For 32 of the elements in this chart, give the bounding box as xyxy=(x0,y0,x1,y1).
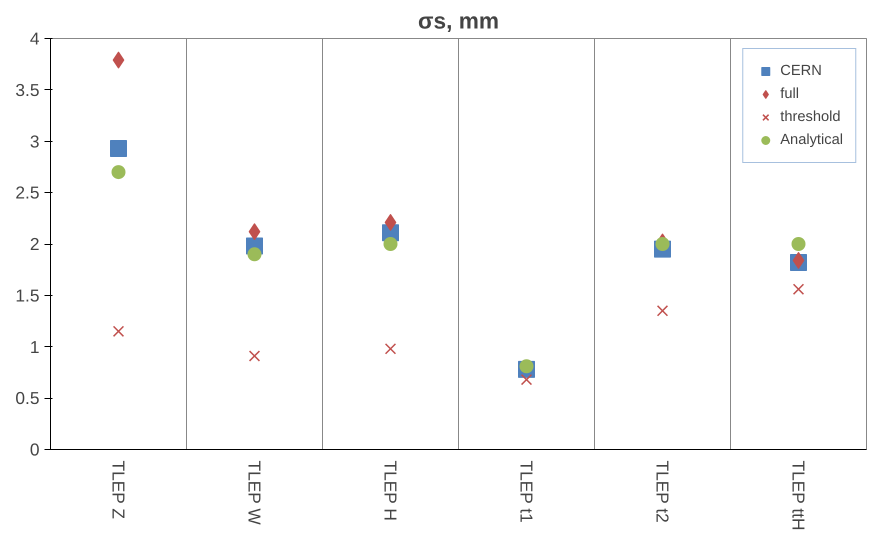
chart-title: σs, mm xyxy=(418,8,499,34)
point xyxy=(248,350,260,362)
point xyxy=(520,374,532,386)
y-tick-label: 1 xyxy=(30,336,40,357)
point xyxy=(110,140,127,157)
x-tick-label: TLEP Z xyxy=(108,460,128,520)
x-tick-label: TLEP t1 xyxy=(516,460,536,523)
y-tick-label: 3 xyxy=(30,131,40,152)
legend-label: Analytical xyxy=(780,132,843,148)
point xyxy=(656,305,668,316)
y-tick-label: 0.5 xyxy=(15,388,40,408)
point xyxy=(112,326,124,338)
y-tick-label: 2.5 xyxy=(15,182,40,203)
y-tick-label: 3.5 xyxy=(15,80,40,100)
point xyxy=(112,165,126,180)
x-tick-label: TLEP t2 xyxy=(652,460,672,523)
x-tick-label: TLEP W xyxy=(244,460,264,526)
x-tick-label: TLEP H xyxy=(380,460,400,521)
x-tick-label: TLEP ttH xyxy=(788,460,808,530)
y-tick-label: 0 xyxy=(30,440,40,460)
point xyxy=(248,247,262,262)
y-tick-label: 4 xyxy=(30,28,40,48)
point xyxy=(792,284,804,295)
point xyxy=(792,237,806,251)
legend-label: CERN xyxy=(780,63,822,79)
y-tick-label: 1.5 xyxy=(15,285,40,306)
point xyxy=(384,343,396,355)
legend-label: threshold xyxy=(780,109,841,125)
legend-label: full xyxy=(780,86,800,102)
point xyxy=(384,237,398,251)
y-tick-label: 2 xyxy=(30,234,40,254)
point xyxy=(520,359,534,374)
